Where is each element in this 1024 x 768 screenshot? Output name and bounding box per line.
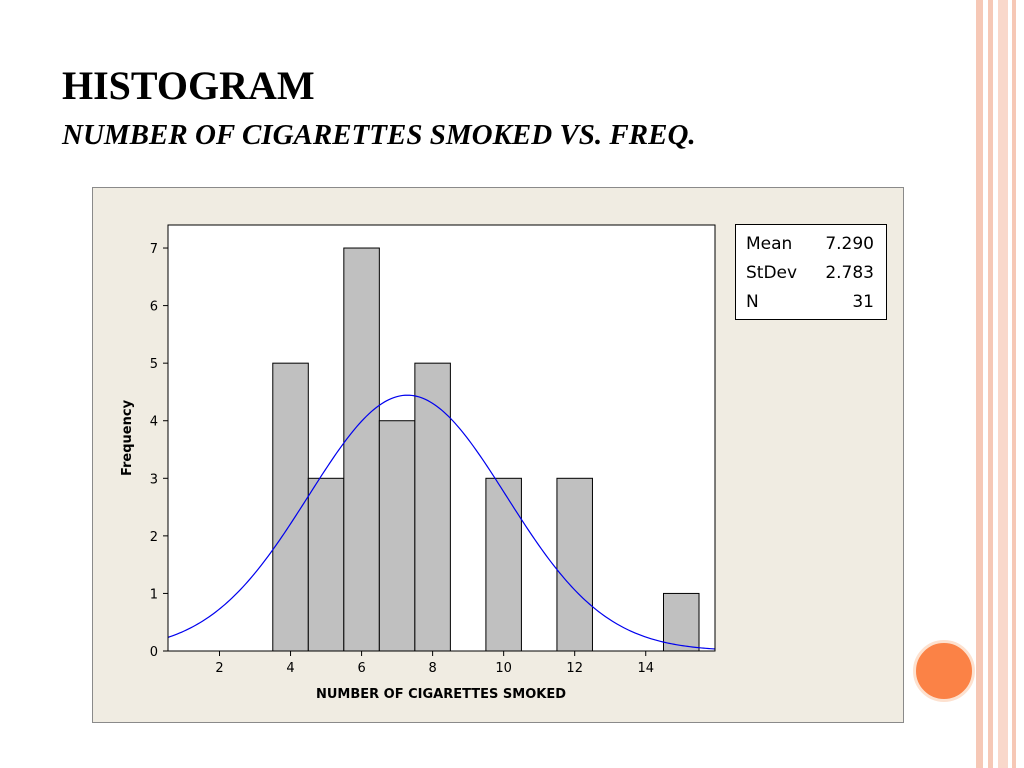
y-axis-title: Frequency	[120, 399, 135, 476]
histogram-bar	[272, 362, 309, 652]
stats-value: 2.783	[825, 263, 874, 283]
plot-border	[167, 224, 716, 652]
y-tick-label: 1	[150, 587, 158, 602]
histogram-bar	[343, 247, 380, 652]
histogram-bar	[556, 477, 593, 652]
slide-title: HISTOGRAM	[62, 63, 315, 108]
histogram-bar	[378, 420, 416, 652]
y-tick-label: 0	[150, 645, 158, 660]
x-tick-label: 12	[566, 661, 583, 676]
slide-subtitle: NUMBER OF CIGARETTES SMOKED VS. FREQ.	[62, 119, 696, 151]
x-tick-label: 10	[495, 661, 512, 676]
x-tick-label: 6	[357, 661, 365, 676]
normal-fit-curve	[167, 394, 716, 650]
x-tick-label: 8	[428, 661, 436, 676]
stats-row: StDev 2.783	[746, 259, 874, 288]
stats-row: Mean 7.290	[746, 230, 874, 259]
x-tick-label: 4	[286, 661, 294, 676]
y-tick-label: 2	[150, 530, 158, 545]
y-tick-label: 5	[150, 357, 158, 372]
stats-label: Mean	[746, 234, 793, 254]
histogram-bar	[307, 477, 345, 652]
stats-label: StDev	[746, 263, 798, 283]
x-tick-label: 14	[637, 661, 654, 676]
stats-row: N 31	[746, 288, 874, 317]
stats-value: 7.290	[825, 234, 874, 254]
x-axis-title: NUMBER OF CIGARETTES SMOKED	[316, 687, 566, 702]
histogram-bar	[662, 592, 700, 652]
histogram-bar	[485, 477, 522, 652]
x-tick-label: 2	[215, 661, 223, 676]
decorative-circle	[913, 640, 975, 702]
stats-legend: Mean 7.290 StDev 2.783 N 31	[735, 224, 887, 320]
decorative-stripes	[974, 0, 1024, 768]
y-tick-label: 7	[150, 242, 158, 257]
stats-label: N	[746, 292, 759, 312]
y-tick-label: 4	[150, 415, 158, 430]
stats-value: 31	[852, 292, 874, 312]
histogram-bar	[414, 362, 451, 652]
y-tick-label: 3	[150, 472, 158, 487]
y-tick-label: 6	[150, 300, 158, 315]
